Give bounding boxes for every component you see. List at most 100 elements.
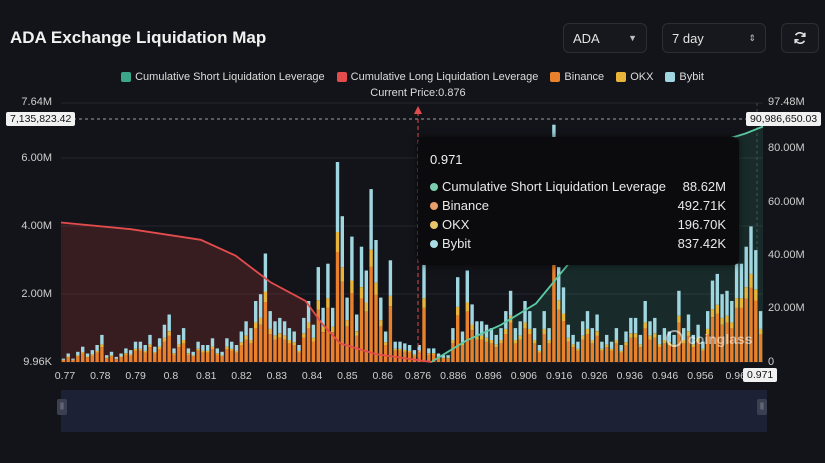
- legend-swatch: [616, 72, 627, 82]
- x-tick-label: 0.886: [440, 370, 467, 382]
- bar-okx: [249, 340, 253, 344]
- period-select[interactable]: 7 day ⇕: [662, 23, 766, 53]
- bar-bybit: [114, 356, 118, 359]
- bar-binance: [609, 350, 614, 362]
- bar-binance: [215, 354, 219, 362]
- bar-bybit: [686, 314, 691, 332]
- slider-right-handle[interactable]: ||: [757, 399, 767, 415]
- legend-label: Bybit: [679, 71, 704, 83]
- bar-binance: [268, 334, 272, 362]
- bar-binance: [76, 356, 80, 362]
- bar-bybit: [133, 341, 138, 349]
- bar-okx: [547, 340, 551, 344]
- x-tick-label: 0.8: [163, 370, 179, 382]
- bar-binance: [90, 355, 94, 362]
- bar-okx: [157, 346, 162, 349]
- bar-okx: [523, 322, 527, 329]
- bar-binance: [297, 352, 301, 362]
- legend-item-okx[interactable]: OKX: [616, 71, 653, 83]
- bar-okx: [133, 348, 138, 351]
- legend-item-short[interactable]: Cumulative Short Liquidation Leverage: [121, 71, 325, 83]
- bar-okx: [470, 324, 474, 331]
- y-right-tick: 20.00M: [768, 302, 805, 314]
- bar-binance: [191, 356, 195, 362]
- bar-okx: [605, 344, 609, 348]
- y-left-marker: 7,135,823.42: [6, 112, 76, 126]
- bar-bybit: [234, 345, 239, 351]
- bar-bybit: [677, 290, 681, 316]
- bar-okx: [181, 340, 186, 344]
- bar-binance: [258, 324, 263, 362]
- bar-bybit: [153, 346, 157, 352]
- bar-okx: [225, 346, 229, 349]
- legend-item-long[interactable]: Cumulative Long Liquidation Leverage: [336, 71, 538, 83]
- bar-okx: [754, 289, 758, 301]
- bar-bybit: [383, 331, 388, 343]
- bar-bybit: [600, 341, 604, 349]
- bar-bybit: [657, 334, 662, 345]
- watermark: coinglass: [666, 330, 753, 347]
- bar-binance: [412, 355, 417, 362]
- bar-okx: [239, 342, 243, 346]
- x-tick-label: 0.85: [337, 370, 358, 382]
- bar-binance: [109, 356, 114, 362]
- bar-binance: [220, 356, 224, 362]
- bar-binance: [273, 339, 277, 362]
- bar-binance: [393, 350, 397, 362]
- bar-binance: [523, 328, 527, 362]
- bar-okx: [278, 333, 282, 338]
- bar-binance: [465, 311, 469, 362]
- refresh-button[interactable]: [781, 23, 819, 53]
- bar-okx: [81, 352, 85, 354]
- bar-okx: [403, 349, 407, 352]
- bar-binance: [403, 351, 407, 362]
- bar-okx: [90, 354, 94, 356]
- legend-item-bybit[interactable]: Bybit: [665, 71, 704, 83]
- bar-bybit: [81, 346, 85, 352]
- bar-okx: [422, 298, 426, 308]
- bar-bybit: [369, 189, 373, 250]
- zoom-slider[interactable]: [61, 390, 767, 432]
- tooltip-label: OKX: [442, 217, 470, 232]
- bar-okx: [475, 335, 479, 340]
- bar-binance: [566, 341, 570, 362]
- bar-bybit: [585, 311, 590, 329]
- bar-bybit: [374, 240, 378, 283]
- bar-binance: [653, 337, 657, 362]
- bar-bybit: [225, 338, 229, 347]
- bar-binance: [230, 350, 234, 362]
- bar-okx: [143, 351, 147, 353]
- bar-binance: [278, 337, 282, 362]
- bar-okx: [244, 335, 248, 340]
- legend-swatch: [336, 72, 347, 82]
- bar-binance: [355, 335, 359, 362]
- bar-okx: [557, 300, 561, 310]
- bar-okx: [465, 302, 469, 312]
- bar-bybit: [504, 311, 508, 329]
- bar-bybit: [456, 277, 460, 307]
- bar-okx: [744, 287, 748, 299]
- legend-item-binance[interactable]: Binance: [550, 71, 604, 83]
- bar-binance: [585, 334, 590, 362]
- bar-binance: [364, 311, 368, 362]
- watermark-text: coinglass: [688, 330, 753, 347]
- tooltip-value: 837.42K: [677, 236, 726, 251]
- bar-okx: [407, 351, 412, 353]
- bar-bybit: [379, 297, 383, 321]
- x-tick-label: 0.946: [651, 370, 679, 382]
- bar-binance: [547, 343, 551, 362]
- bar-bybit: [335, 162, 340, 232]
- bar-bybit: [744, 246, 748, 287]
- bar-binance: [369, 266, 373, 362]
- bar-binance: [153, 353, 157, 362]
- bar-bybit: [398, 341, 402, 349]
- x-tick-label: 0.906: [510, 370, 538, 382]
- bar-okx: [446, 357, 450, 359]
- y-left-top: 7.64M: [21, 96, 52, 108]
- bar-binance: [561, 321, 566, 362]
- bar-binance: [287, 343, 292, 362]
- bar-binance: [292, 345, 296, 362]
- symbol-select[interactable]: ADA ▼: [563, 23, 647, 53]
- bar-binance: [71, 360, 75, 362]
- slider-left-handle[interactable]: ||: [57, 399, 67, 415]
